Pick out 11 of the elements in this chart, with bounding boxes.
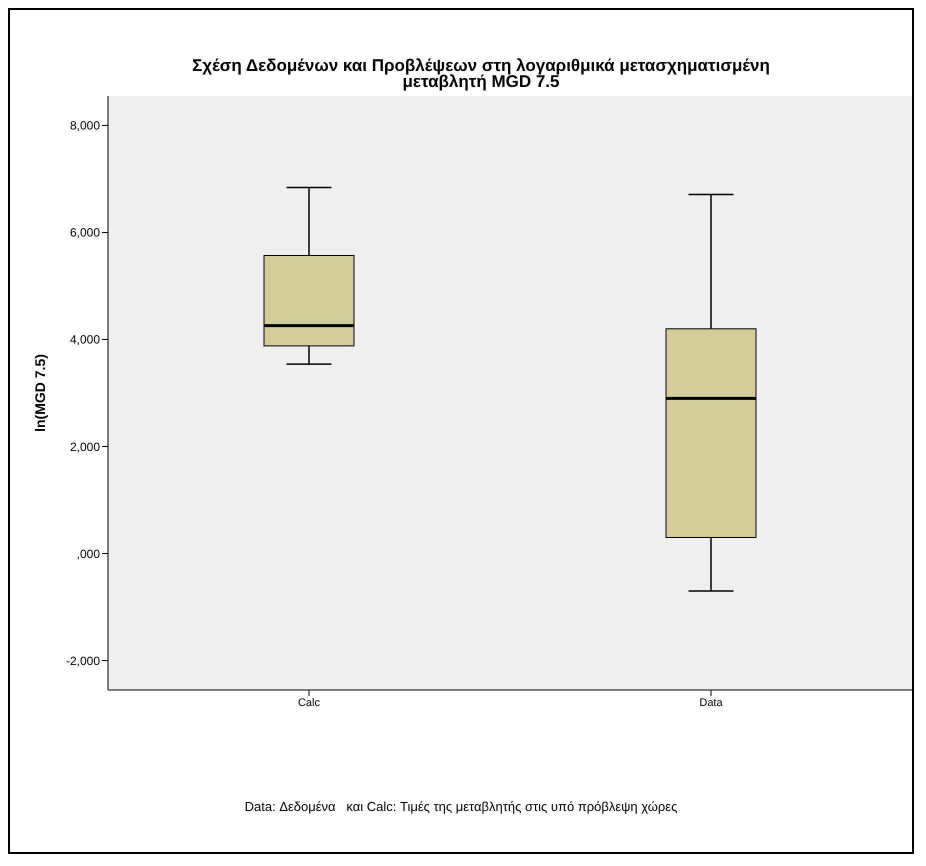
text: Data: Δεδομένα και Calc: Τιμές της μεταβλητής στις υπό πρόβλεψη χώρες [244, 799, 678, 814]
y-tick-label: 2,000 [70, 440, 100, 454]
y-tick-label: 6,000 [70, 226, 100, 240]
x-tick-label: Data [699, 696, 724, 709]
y-tick-label: 8,000 [70, 118, 100, 133]
x-tick-label: Calc [298, 696, 320, 709]
y-tick-label: 4,000 [70, 332, 100, 347]
y-tick-label: -2,000 [66, 654, 100, 668]
y-tick-label: ,000 [76, 546, 100, 561]
y-axis-title: ln(MGD 7.5) [32, 354, 48, 432]
chart-title: Σχέση Δεδομένων και Προβλέψεων στη λογαριθμικά μετασχηματισμένη μεταβλητή MGD 7.5 [191, 55, 771, 91]
